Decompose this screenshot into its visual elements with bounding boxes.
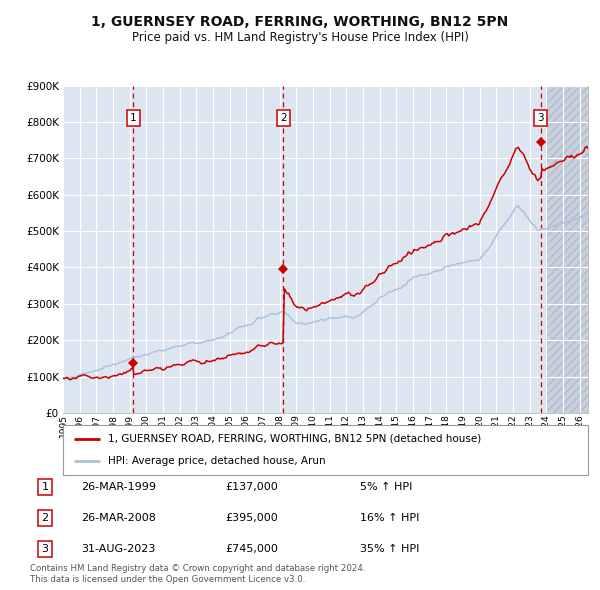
Bar — [547, 86, 588, 413]
FancyBboxPatch shape — [63, 425, 588, 475]
Text: Price paid vs. HM Land Registry's House Price Index (HPI): Price paid vs. HM Land Registry's House … — [131, 31, 469, 44]
Text: £745,000: £745,000 — [225, 545, 278, 554]
Text: 26-MAR-1999: 26-MAR-1999 — [81, 482, 156, 491]
Text: 1: 1 — [130, 113, 137, 123]
Text: 31-AUG-2023: 31-AUG-2023 — [81, 545, 155, 554]
Text: 35% ↑ HPI: 35% ↑ HPI — [360, 545, 419, 554]
Text: 1, GUERNSEY ROAD, FERRING, WORTHING, BN12 5PN (detached house): 1, GUERNSEY ROAD, FERRING, WORTHING, BN1… — [107, 434, 481, 444]
Text: 2: 2 — [280, 113, 287, 123]
Text: 5% ↑ HPI: 5% ↑ HPI — [360, 482, 412, 491]
Text: £395,000: £395,000 — [225, 513, 278, 523]
Text: 1: 1 — [41, 482, 49, 491]
Text: 1, GUERNSEY ROAD, FERRING, WORTHING, BN12 5PN: 1, GUERNSEY ROAD, FERRING, WORTHING, BN1… — [91, 15, 509, 29]
Text: HPI: Average price, detached house, Arun: HPI: Average price, detached house, Arun — [107, 456, 325, 466]
Text: 2: 2 — [41, 513, 49, 523]
Text: 26-MAR-2008: 26-MAR-2008 — [81, 513, 156, 523]
Text: Contains HM Land Registry data © Crown copyright and database right 2024.: Contains HM Land Registry data © Crown c… — [30, 565, 365, 573]
Bar — [547, 86, 588, 413]
Text: 16% ↑ HPI: 16% ↑ HPI — [360, 513, 419, 523]
Text: £137,000: £137,000 — [225, 482, 278, 491]
Text: 3: 3 — [41, 545, 49, 554]
Text: 3: 3 — [538, 113, 544, 123]
Text: This data is licensed under the Open Government Licence v3.0.: This data is licensed under the Open Gov… — [30, 575, 305, 584]
